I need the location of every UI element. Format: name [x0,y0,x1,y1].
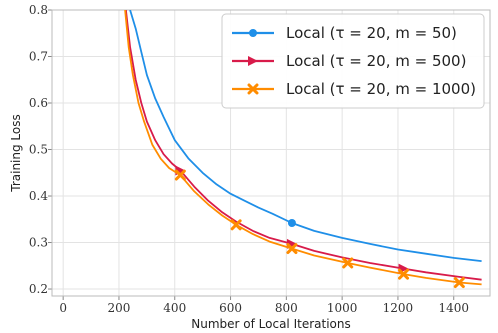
tick-labels: 0 200 400 600 800 1000 1200 1400 0.2 0.3 0.4 0.5 0.6… [29,3,469,315]
plot-frame [51,9,491,297]
legend-item-3: Local (τ = 20, m = 1000) [232,80,476,98]
x-tick-label: 400 [163,301,186,315]
series-1-marker [287,218,296,227]
y-tick-label: 0.8 [29,3,48,17]
legend-item-1: Local (τ = 20, m = 50) [232,24,457,42]
legend: Local (τ = 20, m = 50) Local (τ = 20, m =… [221,13,485,109]
x-axis-label: Number of Local Iterations [191,317,350,331]
y-tick-label: 0.6 [29,96,48,110]
series-3-marker [286,243,298,255]
y-tick-label: 0.7 [29,50,48,64]
legend-marker [249,29,257,37]
legend-marker-stroke-b [247,83,259,95]
y-tick-label: 0.4 [29,189,48,203]
series-lines [124,10,482,289]
series-line-3 [124,10,482,286]
legend-label: Local (τ = 20, m = 50) [286,24,457,42]
series-3-marker [453,277,465,289]
y-tick-label: 0.3 [29,236,48,250]
axes [48,9,491,300]
series-line-2 [125,10,482,281]
legend-marker [248,56,258,66]
series-3-marker-stroke-b [230,219,242,231]
series-3-marker [342,257,354,269]
series-3-marker-stroke-b [342,257,354,269]
x-tick-label: 1400 [438,301,469,315]
y-axis-label: Training Loss [9,114,23,192]
y-tick-label: 0.2 [29,282,48,296]
series-3-marker [230,219,242,231]
x-tick-label: 600 [219,301,242,315]
series-3-marker [398,268,410,280]
series-line-1 [129,10,482,262]
legend-item-2: Local (τ = 20, m = 500) [232,52,466,70]
series-3-marker-stroke-b [174,169,186,181]
series-3-marker [174,169,186,181]
series-3-marker-stroke-b [398,268,410,280]
series-3-marker-stroke-b [453,277,465,289]
x-tick-label: 1000 [327,301,358,315]
y-tick-label: 0.5 [29,143,48,157]
legend-label: Local (τ = 20, m = 500) [286,52,466,70]
legend-box [221,13,485,109]
x-tick-label: 200 [108,301,131,315]
series-3-marker-stroke-b [286,243,298,255]
legend-marker [247,83,259,95]
x-tick-label: 800 [275,301,298,315]
x-tick-label: 0 [59,301,67,315]
legend-label: Local (τ = 20, m = 1000) [286,80,476,98]
x-tick-label: 1200 [383,301,414,315]
